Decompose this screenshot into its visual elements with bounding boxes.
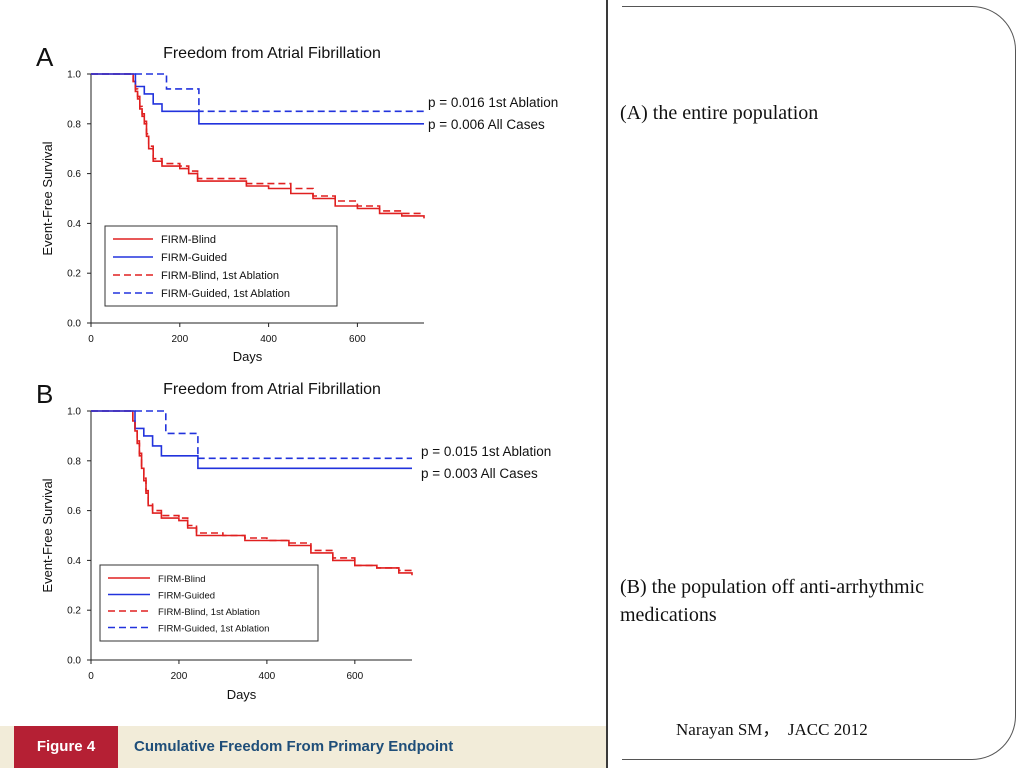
p-value-annotation: p = 0.006 All Cases	[428, 117, 545, 132]
y-axis-label: Event-Free Survival	[40, 141, 55, 255]
x-tick-label: 0	[88, 334, 94, 345]
legend-entry: FIRM-Guided	[161, 252, 227, 264]
x-tick-label: 400	[260, 334, 277, 345]
series-line-firm-blind	[91, 73, 425, 219]
p-value-annotation: p = 0.016 1st Ablation	[428, 95, 558, 110]
y-tick-label: 0.6	[67, 506, 81, 517]
y-tick-label: 0.8	[67, 456, 81, 467]
chart-title: Freedom from Atrial Fibrillation	[163, 45, 381, 62]
figure-panel: A Freedom from Atrial Fibrillation 0.0 0.2 0…	[0, 0, 608, 768]
figure-caption-bar: Figure 4 Cumulative Freedom From Primary…	[0, 726, 606, 768]
legend-entry: FIRM-Guided, 1st Ablation	[161, 288, 290, 300]
notes-panel: (A) the entire population (B) the popula…	[620, 6, 1016, 760]
y-tick-label: 0.0	[67, 319, 81, 330]
legend-entry: FIRM-Blind, 1st Ablation	[158, 607, 260, 618]
series-line-firm-guided-1st-ablation	[91, 410, 412, 460]
legend-entry: FIRM-Guided, 1st Ablation	[158, 624, 269, 635]
x-tick-label: 400	[259, 671, 276, 682]
series-line-firm-guided	[91, 73, 424, 125]
series-line-firm-blind-1st-ablation	[91, 73, 424, 215]
chart-title: Freedom from Atrial Fibrillation	[163, 381, 381, 398]
x-tick-label: 200	[171, 334, 188, 345]
series-line-firm-guided-1st-ablation	[91, 73, 424, 113]
y-tick-label: 0.6	[67, 169, 81, 180]
figure-caption: Cumulative Freedom From Primary Endpoint	[134, 738, 454, 755]
note-panel-a: (A) the entire population	[620, 102, 819, 124]
y-tick-label: 0.4	[67, 219, 81, 230]
series-line-firm-guided	[91, 410, 412, 470]
note-panel-b: (B) the population off anti-arrhythmic m…	[620, 576, 924, 626]
y-tick-label: 1.0	[67, 407, 81, 418]
p-value-annotation: p = 0.015 1st Ablation	[421, 444, 551, 459]
legend-entry: FIRM-Blind	[158, 574, 206, 585]
y-tick-label: 1.0	[67, 70, 81, 81]
y-tick-label: 0.0	[67, 656, 81, 667]
legend-entry: FIRM-Blind, 1st Ablation	[161, 270, 279, 282]
legend-entry: FIRM-Blind	[161, 234, 216, 246]
y-tick-label: 0.2	[67, 269, 81, 280]
y-tick-label: 0.2	[67, 606, 81, 617]
legend-entry: FIRM-Guided	[158, 591, 215, 602]
citation: Narayan SM， JACC 2012	[676, 720, 868, 739]
x-tick-label: 600	[346, 671, 363, 682]
chart-panel-a: A Freedom from Atrial Fibrillation 0.0 0.2 0…	[36, 42, 558, 364]
x-tick-label: 600	[349, 334, 366, 345]
x-axis-label: Days	[227, 687, 257, 702]
p-value-annotation: p = 0.003 All Cases	[421, 466, 538, 481]
panel-letter: A	[36, 42, 54, 72]
figure-label: Figure 4	[14, 726, 118, 768]
x-tick-label: 200	[171, 671, 188, 682]
panel-letter: B	[36, 379, 53, 409]
y-tick-label: 0.8	[67, 119, 81, 130]
chart-panel-b: B Freedom from Atrial Fibrillation 0.0 0.2 0…	[36, 379, 551, 702]
y-axis-label: Event-Free Survival	[40, 478, 55, 592]
series-line-firm-blind-1st-ablation	[91, 410, 412, 572]
x-tick-label: 0	[88, 671, 94, 682]
series-line-firm-blind	[91, 410, 413, 576]
y-tick-label: 0.4	[67, 556, 81, 567]
x-axis-label: Days	[233, 349, 263, 364]
